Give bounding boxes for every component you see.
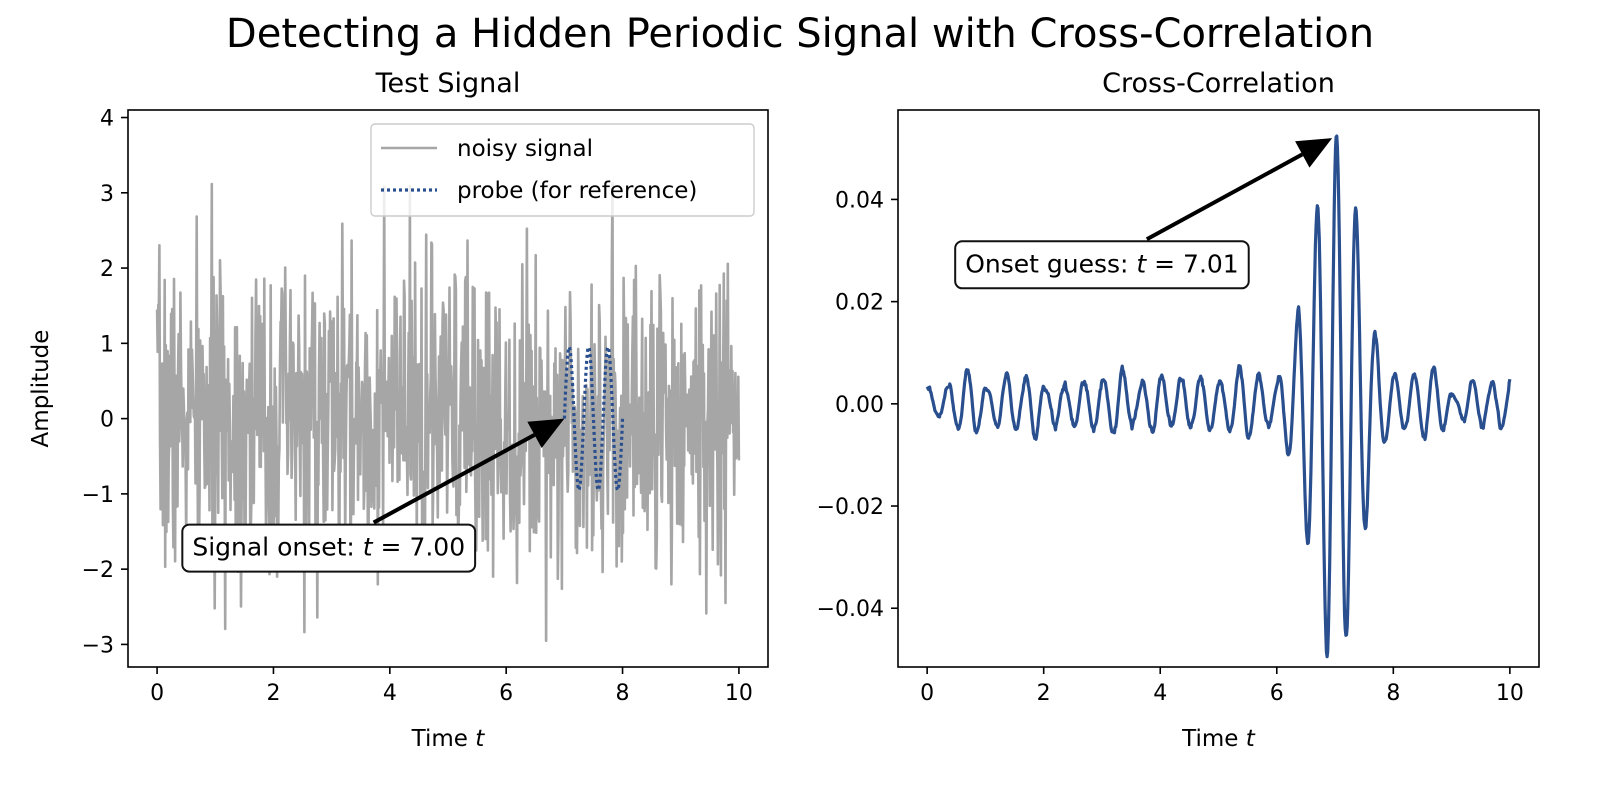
annotation-value: = 7.00 [373,533,466,562]
annotation-variable: t [1136,249,1147,278]
x-tick-label: 8 [616,681,630,706]
axes-frame [897,109,1540,668]
x-tick-label: 2 [266,681,280,706]
x-tick-label: 0 [150,681,164,706]
x-axis-label-prefix: Time [411,726,476,752]
annotation-label: Onset guess: [965,249,1136,278]
y-tick-label: 0.04 [835,188,884,213]
legend-entry: noisy signal [457,136,593,162]
test-signal-axes: Test Signal Amplitude Time t 0 2 4 6 8 10−3−2… [28,68,769,752]
x-tick-label: 6 [499,681,513,706]
y-tick-label: −0.04 [817,597,884,622]
noisy-signal-line [155,182,741,642]
figure-title: Detecting a Hidden Periodic Signal with … [225,11,1375,57]
cross-correlation-line [925,134,1512,659]
annotation-text: Onset guess: t = 7.01 [965,249,1239,278]
annotation-label: Signal onset: [192,533,362,562]
legend-entry: probe (for reference) [457,178,697,204]
annotation-value: = 7.01 [1146,249,1239,278]
y-tick-label: 0.00 [835,393,884,418]
annotation-arrow-head [1295,138,1333,168]
annotation-arrow-shaft [372,433,536,525]
y-tick-label: −1 [82,483,114,508]
y-tick-label: 2 [100,257,114,282]
x-axis-label-variable: t [475,726,485,752]
amplitude-axis-label: Amplitude [28,330,54,448]
test-signal-title: Test Signal [375,68,521,99]
annotation-box [181,523,477,573]
y-tick-label: 1 [100,332,114,357]
x-axis-label-prefix: Time [1181,726,1246,752]
x-tick-label: 0 [920,681,934,706]
x-tick-label: 4 [383,681,397,706]
x-tick-label: 8 [1386,681,1400,706]
x-tick-label: 4 [1153,681,1167,706]
y-tick-label: 0 [100,408,114,433]
x-tick-label: 10 [1496,681,1524,706]
x-tick-label: 2 [1037,681,1051,706]
cross-correlation-title: Cross-Correlation [1102,68,1335,99]
x-tick-label: 6 [1270,681,1284,706]
y-tick-label: 0.02 [835,291,884,316]
annotation-arrow-head [527,418,565,449]
cross-correlation-x-axis-label: Time t [1181,726,1256,752]
plot-area [155,182,741,642]
x-axis-label-variable: t [1246,726,1256,752]
annotation: Onset guess: t = 7.01 [954,138,1333,290]
annotation: Signal onset: t = 7.00 [181,418,565,573]
plot-area [925,134,1512,659]
legend-box [370,123,755,217]
annotation-box [954,240,1250,290]
test-signal-x-axis-label: Time t [411,726,486,752]
y-tick-label: 3 [100,182,114,207]
legend: noisy signal probe (for reference) [370,123,755,217]
axes-frame [127,109,769,668]
y-tick-label: 4 [100,107,114,132]
annotation-arrow-shaft [1145,152,1304,242]
annotation-text: Signal onset: t = 7.00 [192,533,465,562]
y-tick-label: −2 [82,558,114,583]
x-tick-label: 10 [725,681,753,706]
cross-correlation-axes: Cross-Correlation Time t 0 2 4 6 8 10 −0.04 −0.… [817,68,1540,752]
annotation-variable: t [363,533,374,562]
y-tick-label: −3 [82,633,114,658]
y-tick-label: −0.02 [817,495,884,520]
